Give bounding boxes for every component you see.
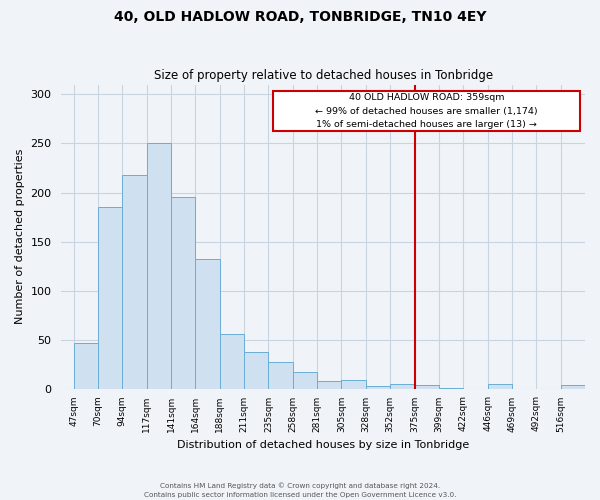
Bar [268,362,293,389]
Text: Contains HM Land Registry data © Crown copyright and database right 2024.
Contai: Contains HM Land Registry data © Crown c… [144,482,456,498]
Bar [146,144,171,389]
Bar [220,334,244,389]
Bar [439,388,463,389]
Bar [390,384,415,389]
Bar [171,196,196,389]
Bar [415,385,439,389]
Bar [341,380,366,389]
FancyBboxPatch shape [273,92,580,130]
Bar [74,343,98,389]
Bar [488,384,512,389]
Title: Size of property relative to detached houses in Tonbridge: Size of property relative to detached ho… [154,69,493,82]
Bar [366,386,390,389]
Y-axis label: Number of detached properties: Number of detached properties [15,149,25,324]
Bar [244,352,268,389]
X-axis label: Distribution of detached houses by size in Tonbridge: Distribution of detached houses by size … [177,440,469,450]
Bar [293,372,317,389]
Text: 40, OLD HADLOW ROAD, TONBRIDGE, TN10 4EY: 40, OLD HADLOW ROAD, TONBRIDGE, TN10 4EY [114,10,486,24]
Bar [196,260,220,389]
Bar [560,385,585,389]
Bar [122,175,146,389]
Text: 40 OLD HADLOW ROAD: 359sqm
← 99% of detached houses are smaller (1,174)
1% of se: 40 OLD HADLOW ROAD: 359sqm ← 99% of deta… [316,94,538,129]
Bar [98,208,122,389]
Bar [317,381,341,389]
